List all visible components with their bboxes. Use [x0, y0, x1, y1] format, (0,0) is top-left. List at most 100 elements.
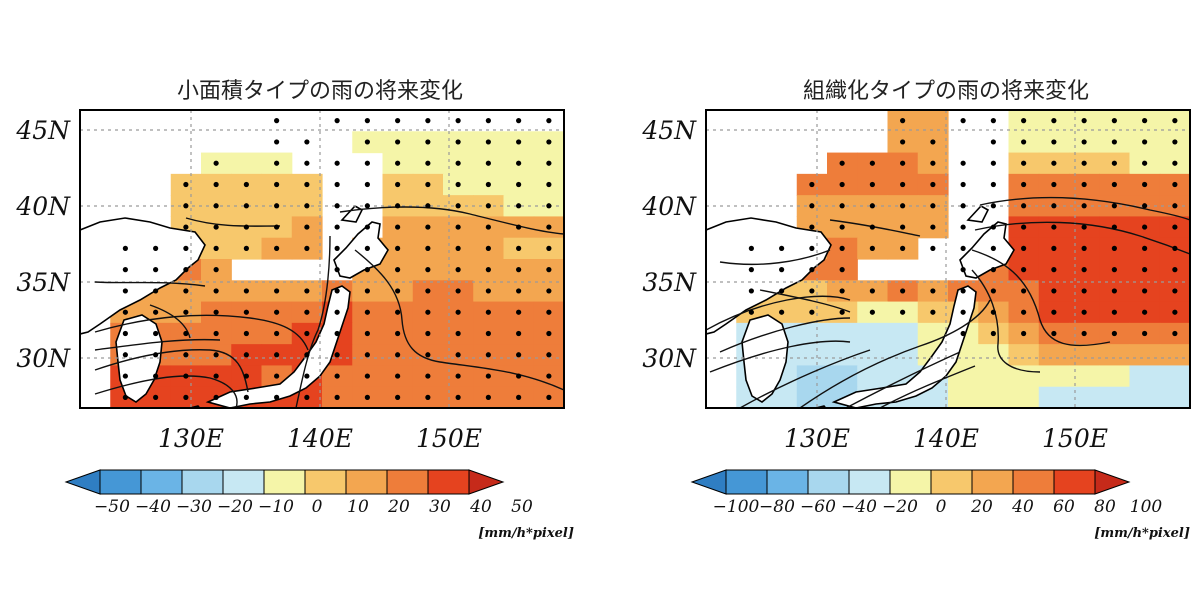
right-lon-130: 130E	[784, 424, 850, 453]
left-colorbar-swatch	[345, 469, 388, 495]
left-significance-dot	[213, 267, 219, 273]
svg-text:−100: −100	[713, 497, 760, 517]
right-significance-dot	[809, 181, 815, 188]
left-significance-dot	[364, 203, 370, 209]
left-significance-dot	[364, 181, 370, 188]
left-significance-dot	[455, 330, 461, 337]
right-cell	[948, 386, 979, 408]
left-significance-dot	[183, 330, 189, 337]
right-significance-dot	[809, 267, 815, 273]
left-significance-dot	[485, 330, 491, 337]
right-colorbar-swatch	[725, 469, 768, 495]
left-significance-dot	[546, 394, 552, 400]
left-lat-45: 45N	[15, 116, 71, 145]
right-significance-dots	[748, 118, 1178, 337]
right-cell	[1129, 344, 1161, 367]
right-significance-dot	[1021, 224, 1027, 230]
left-significance-dot	[122, 352, 128, 358]
left-significance-dot	[395, 203, 401, 209]
right-cell	[796, 344, 828, 367]
svg-text:−40: −40	[135, 497, 171, 517]
left-panel: 小面積タイプの雨の将来変化 45N 40	[15, 79, 574, 541]
left-significance-dot	[516, 139, 522, 145]
left-significance-dot	[546, 330, 552, 337]
right-colorbar	[690, 469, 1131, 495]
left-significance-dot	[334, 309, 340, 315]
right-significance-dot	[1172, 160, 1178, 166]
left-significance-dot	[274, 288, 280, 294]
left-significance-dot	[425, 203, 431, 209]
right-significance-dot	[1081, 118, 1087, 124]
left-significance-dot	[395, 373, 401, 379]
left-significance-dot	[274, 118, 280, 124]
right-cell	[1099, 386, 1131, 408]
right-colorbar-swatch	[807, 469, 850, 495]
right-significance-dot	[1142, 309, 1148, 315]
left-significance-dot	[516, 330, 522, 337]
left-significance-dot	[546, 309, 552, 315]
right-colorbar-arrow-low	[690, 469, 727, 495]
left-significance-dot	[546, 288, 552, 294]
left-significance-dot	[304, 288, 310, 294]
right-significance-dot	[809, 224, 815, 230]
right-significance-dot	[1142, 330, 1148, 337]
left-significance-dot	[425, 224, 431, 230]
left-significance-dot	[122, 267, 128, 273]
right-significance-dot	[1142, 245, 1148, 251]
right-cell	[1099, 365, 1131, 388]
right-significance-dot	[809, 203, 815, 209]
svg-text:10: 10	[347, 497, 369, 517]
left-significance-dot	[546, 118, 552, 124]
right-cell	[1038, 365, 1070, 388]
right-significance-dot	[839, 267, 845, 273]
left-significance-dot	[425, 139, 431, 145]
right-significance-dot	[748, 267, 754, 273]
left-significance-dot	[213, 181, 219, 188]
right-significance-dot	[900, 245, 906, 251]
right-significance-dot	[1172, 224, 1178, 230]
left-significance-dot	[304, 330, 310, 337]
left-significance-dot	[425, 309, 431, 315]
right-lon-150: 150E	[1042, 424, 1108, 453]
right-cell	[857, 365, 889, 388]
left-significance-dot	[213, 245, 219, 251]
left-significance-dot	[122, 330, 128, 337]
left-significance-dot	[455, 288, 461, 294]
left-significance-dot	[395, 160, 401, 166]
left-significance-dot	[455, 267, 461, 273]
left-significance-dot	[364, 352, 370, 358]
right-significance-dot	[930, 224, 936, 230]
right-cell	[1038, 386, 1070, 408]
right-significance-dot	[960, 267, 966, 273]
left-significance-dot	[213, 160, 219, 166]
left-significance-dot	[213, 352, 219, 358]
right-significance-dot	[839, 309, 845, 315]
left-significance-dot	[395, 224, 401, 230]
right-cell	[1008, 386, 1040, 408]
right-significance-dot	[990, 309, 996, 315]
right-cell	[917, 322, 949, 345]
left-significance-dot	[334, 267, 340, 273]
left-significance-dot	[364, 309, 370, 315]
left-significance-dot	[334, 224, 340, 230]
left-significance-dot	[485, 288, 491, 294]
left-lon-labels: 130E 140E 150E	[158, 424, 482, 453]
left-significance-dot	[364, 394, 370, 400]
left-significance-dot	[485, 373, 491, 379]
left-significance-dot	[485, 181, 491, 188]
left-significance-dot	[546, 160, 552, 166]
right-significance-dot	[1172, 330, 1178, 337]
left-significance-dot	[395, 288, 401, 294]
left-significance-dot	[274, 245, 280, 251]
left-colorbar-swatch	[263, 469, 306, 495]
right-cell	[887, 344, 919, 367]
left-significance-dot	[334, 373, 340, 379]
left-significance-dot	[546, 373, 552, 379]
left-significance-dot	[243, 203, 249, 209]
right-lon-labels: 130E 140E 150E	[784, 424, 1108, 453]
left-significance-dot	[213, 394, 219, 400]
right-cell	[1069, 344, 1100, 367]
right-significance-dot	[779, 288, 785, 294]
left-significance-dot	[274, 330, 280, 337]
right-significance-dot	[1172, 245, 1178, 251]
